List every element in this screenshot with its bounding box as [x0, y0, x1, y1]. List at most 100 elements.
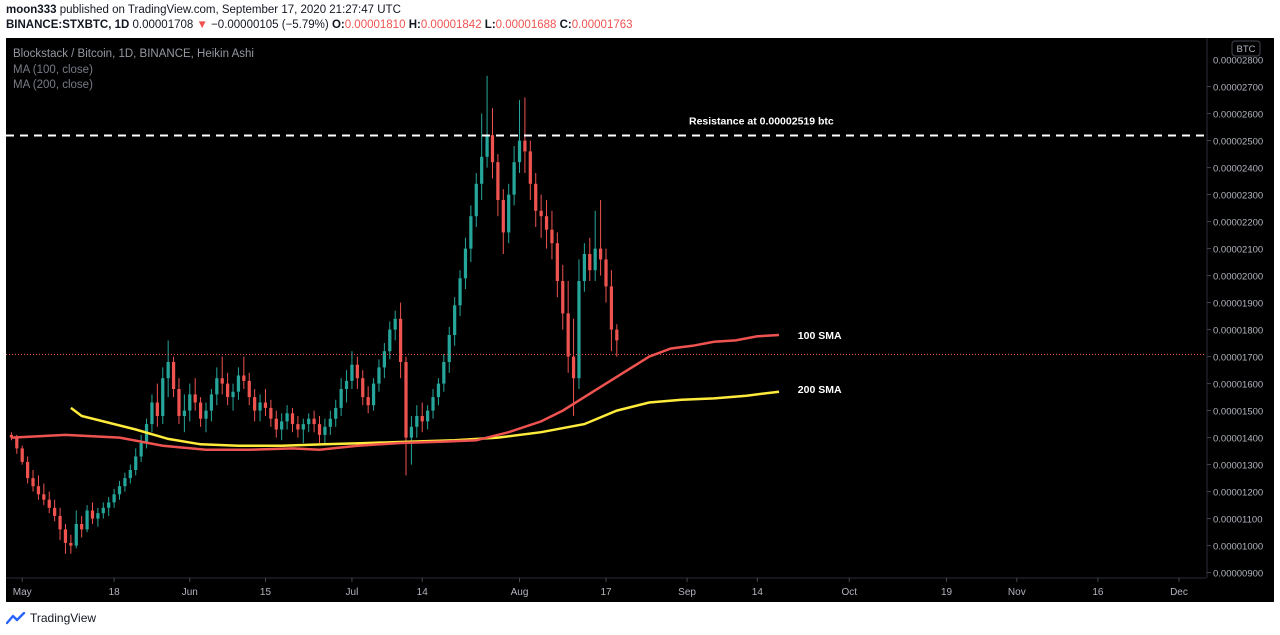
candle-body: [166, 362, 170, 379]
x-tick-label: 14: [752, 587, 764, 598]
candle-body: [193, 394, 197, 403]
candle-body: [231, 391, 235, 398]
candle-body: [366, 397, 370, 406]
x-tick-label: Jul: [346, 587, 359, 598]
close-value: 0.00001763: [571, 19, 633, 31]
candle-body: [226, 383, 230, 398]
candle-body: [593, 248, 597, 271]
candle-body: [496, 162, 500, 200]
candle-body: [209, 394, 214, 411]
open-value: 0.00001810: [344, 19, 406, 31]
currency-badge: [1231, 40, 1261, 57]
candle-body: [161, 378, 165, 416]
y-tick-label: 0.00001300: [1213, 461, 1263, 472]
y-tick-label: 0.00001800: [1213, 326, 1263, 337]
candle-body: [339, 389, 343, 408]
y-tick-label: 0.00000900: [1213, 569, 1263, 580]
legend-ma200[interactable]: MA (200, close): [13, 79, 93, 91]
candle-body: [198, 402, 203, 419]
candle-body: [188, 394, 192, 411]
candle-body: [361, 378, 365, 398]
candle-body: [204, 410, 208, 419]
candle-body: [301, 424, 305, 430]
candle-body: [85, 510, 89, 530]
candle-body: [409, 426, 414, 438]
y-tick-label: 0.00001600: [1213, 380, 1263, 391]
candle-body: [566, 313, 570, 357]
candle-body: [63, 529, 68, 543]
moving-averages: [11, 333, 780, 452]
candle-body: [90, 510, 95, 519]
candle-body: [247, 380, 251, 398]
candle-body: [31, 478, 35, 487]
candle-body: [442, 362, 446, 384]
candle-body: [107, 502, 111, 508]
candle-body: [344, 380, 349, 389]
y-tick-label: 0.00001200: [1213, 488, 1263, 499]
y-tick-label: 0.00002000: [1213, 272, 1263, 283]
open-label: O:: [331, 19, 345, 31]
candle-body: [615, 329, 619, 341]
candle-body: [398, 318, 403, 362]
candle-body: [371, 383, 376, 406]
candle-body: [388, 329, 392, 352]
candle-body: [588, 254, 592, 271]
candle-body: [501, 200, 505, 233]
candle-body: [458, 278, 462, 306]
candle-body: [350, 364, 354, 381]
candle-body: [323, 426, 327, 435]
author-name[interactable]: moon333: [6, 4, 57, 16]
candle-body: [182, 410, 186, 416]
candle-body: [426, 410, 430, 422]
high-value: 0.00001842: [420, 19, 482, 31]
y-tick-label: 0.00002700: [1213, 83, 1263, 94]
symbol-label: BINANCE:STXBTC, 1D: [6, 19, 130, 31]
price-axis-panel: [1207, 38, 1274, 602]
candle-body: [317, 424, 322, 435]
currency-badge-label: BTC: [1237, 44, 1256, 55]
candle-body: [474, 183, 478, 217]
x-tick-label: May: [13, 587, 32, 598]
y-tick-label: 0.00002800: [1213, 56, 1263, 67]
annotation-label: 200 SMA: [798, 384, 842, 396]
candle-body: [215, 378, 219, 395]
y-tick-label: 0.00002200: [1213, 218, 1263, 229]
price-chart[interactable]: Resistance at 0.00002519 btc0.000025190.…: [6, 38, 1274, 602]
y-tick-label: 0.00002500: [1213, 137, 1263, 148]
candle-body: [47, 499, 51, 508]
candle-body: [550, 229, 554, 244]
x-tick-label: Sep: [678, 587, 696, 598]
candle-body: [469, 216, 473, 249]
candle-body: [415, 416, 419, 427]
candle-body: [69, 542, 73, 546]
candle-body: [534, 183, 538, 211]
candle-body: [490, 135, 495, 163]
candle-body: [555, 243, 559, 281]
y-tick-label: 0.00001100: [1213, 515, 1263, 526]
footer-brand[interactable]: TradingView: [6, 611, 96, 625]
candle-body: [312, 418, 316, 425]
y-tick-label: 0.00001900: [1213, 299, 1263, 310]
annotation-label: 100 SMA: [798, 330, 842, 342]
x-tick-label: 19: [941, 587, 953, 598]
chart-background: [6, 38, 1274, 602]
candle-body: [523, 140, 527, 152]
candle-body: [74, 524, 78, 546]
candle-body: [139, 443, 143, 457]
time-axis[interactable]: May 18 Jun 15 Jul 14 Aug 17 Sep 14 Oct 19 Nov 16 Dec: [6, 577, 1206, 598]
x-tick-label: 15: [260, 587, 272, 598]
candle-body: [15, 437, 19, 449]
chart-container[interactable]: Resistance at 0.00002519 btc0.000025190.…: [6, 38, 1274, 602]
candle-body: [382, 351, 386, 368]
candle-body: [561, 281, 565, 314]
price-axis[interactable]: 0.00000900 0.00001000 0.00001100 0.00001200…: [1206, 38, 1274, 602]
candle-body: [128, 470, 132, 479]
candle-body: [453, 305, 457, 335]
legend-ma100[interactable]: MA (100, close): [13, 64, 93, 76]
candle-body: [404, 362, 408, 438]
candle-body: [285, 413, 289, 422]
candle-body: [463, 248, 468, 279]
candle-body: [53, 507, 57, 516]
publish-info: moon333 published on TradingView.com, Se…: [6, 4, 401, 16]
x-tick-label: 16: [1092, 587, 1104, 598]
